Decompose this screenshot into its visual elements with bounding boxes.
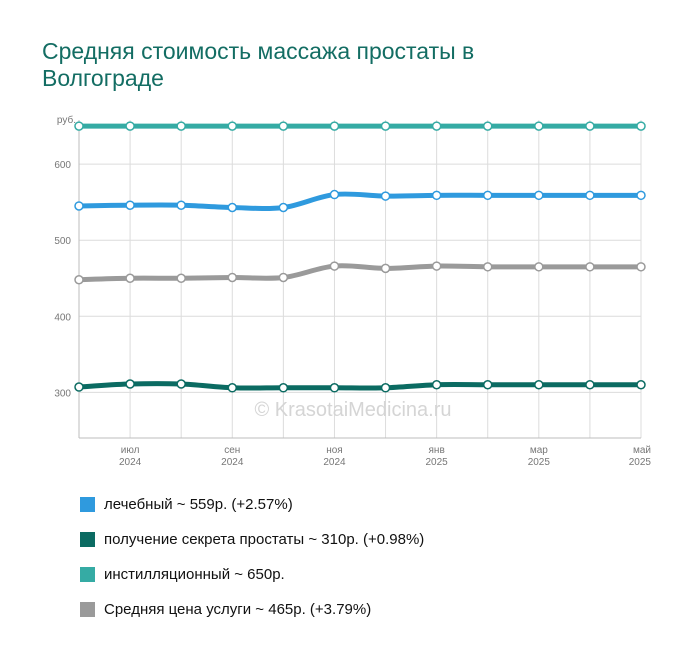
y-tick-label: 300 <box>54 388 71 399</box>
data-point[interactable] <box>585 379 595 390</box>
legend-item[interactable]: Средняя цена услуги ~ 465р. (+3.79%) <box>80 592 424 627</box>
data-point[interactable] <box>482 262 493 272</box>
data-point[interactable] <box>329 261 340 271</box>
data-point[interactable] <box>534 121 544 131</box>
data-point[interactable] <box>227 272 238 283</box>
legend-item[interactable]: лечебный ~ 559р. (+2.57%) <box>80 487 424 522</box>
data-point[interactable] <box>176 379 186 389</box>
data-point[interactable] <box>176 273 186 283</box>
data-point[interactable] <box>125 273 135 283</box>
legend-label: Средняя цена услуги ~ 465р. (+3.79%) <box>104 601 372 618</box>
data-point[interactable] <box>534 190 544 201</box>
legend-swatch <box>80 532 95 547</box>
x-tick-year: 2024 <box>323 457 346 468</box>
legend-label: инстилляционный ~ 650р. <box>104 566 285 583</box>
data-point[interactable] <box>278 121 289 131</box>
x-tick-year: 2025 <box>629 457 652 468</box>
y-tick-label: 500 <box>54 236 71 247</box>
data-point[interactable] <box>74 275 84 285</box>
legend-swatch <box>80 567 95 582</box>
legend-label: лечебный ~ 559р. (+2.57%) <box>104 496 293 513</box>
data-point[interactable] <box>534 379 544 390</box>
data-point[interactable] <box>380 263 391 274</box>
series-line <box>76 381 644 391</box>
legend-label: получение секрета простаты ~ 310р. (+0.9… <box>104 531 425 548</box>
series-0 <box>74 121 646 131</box>
line-chart: © KrasotaiMedicina.ru 300400500600руб.ию… <box>54 114 651 468</box>
data-point[interactable] <box>329 383 340 393</box>
series-3 <box>74 379 646 393</box>
series-line <box>76 263 644 283</box>
series-1 <box>74 189 646 213</box>
x-tick-month: май <box>633 445 651 456</box>
data-point[interactable] <box>482 121 493 131</box>
data-point[interactable] <box>125 200 135 210</box>
data-point[interactable] <box>278 202 289 213</box>
data-point[interactable] <box>636 379 646 390</box>
data-point[interactable] <box>380 191 391 201</box>
data-point[interactable] <box>278 383 289 393</box>
legend-swatch <box>80 497 95 512</box>
data-point[interactable] <box>227 121 238 131</box>
x-tick-year: 2025 <box>528 457 551 468</box>
y-tick-label: 400 <box>54 312 71 323</box>
data-point[interactable] <box>74 121 84 131</box>
data-point[interactable] <box>74 382 84 392</box>
data-point[interactable] <box>176 200 186 210</box>
data-point[interactable] <box>431 379 442 390</box>
data-point[interactable] <box>380 121 391 131</box>
data-point[interactable] <box>636 262 646 272</box>
series-2 <box>74 261 646 285</box>
data-point[interactable] <box>380 383 391 393</box>
x-tick-month: ноя <box>326 445 343 456</box>
data-point[interactable] <box>125 121 135 131</box>
legend-item[interactable]: инстилляционный ~ 650р. <box>80 557 424 592</box>
legend-item[interactable]: получение секрета простаты ~ 310р. (+0.9… <box>80 522 424 557</box>
series-layer <box>74 121 646 393</box>
data-point[interactable] <box>329 121 340 131</box>
data-point[interactable] <box>431 261 442 271</box>
x-tick-year: 2024 <box>119 457 142 468</box>
x-tick-year: 2025 <box>426 457 449 468</box>
data-point[interactable] <box>227 202 238 213</box>
data-point[interactable] <box>278 272 289 283</box>
data-point[interactable] <box>534 262 544 272</box>
data-point[interactable] <box>585 121 595 131</box>
data-point[interactable] <box>585 190 595 201</box>
data-point[interactable] <box>125 379 135 389</box>
series-line <box>76 191 644 212</box>
y-unit-label: руб. <box>57 114 76 126</box>
data-point[interactable] <box>431 121 442 131</box>
x-tick-year: 2024 <box>221 457 244 468</box>
legend-swatch <box>80 602 95 617</box>
data-point[interactable] <box>636 190 646 201</box>
watermark: © KrasotaiMedicina.ru <box>254 399 451 421</box>
data-point[interactable] <box>176 121 186 131</box>
data-point[interactable] <box>482 379 493 390</box>
x-tick-month: сен <box>224 445 240 456</box>
x-tick-month: мар <box>530 445 548 456</box>
x-tick-month: июл <box>121 445 140 456</box>
data-point[interactable] <box>636 121 646 131</box>
x-tick-month: янв <box>429 445 445 456</box>
data-point[interactable] <box>482 190 493 201</box>
legend: лечебный ~ 559р. (+2.57%) получение секре… <box>80 487 424 627</box>
y-tick-label: 600 <box>54 160 71 171</box>
data-point[interactable] <box>329 189 340 200</box>
data-point[interactable] <box>74 201 84 211</box>
data-point[interactable] <box>227 383 238 393</box>
data-point[interactable] <box>431 190 442 201</box>
axis-labels: 300400500600руб.июл2024сен2024ноя2024янв… <box>54 114 651 468</box>
chart-title: Средняя стоимость массажа простаты в Вол… <box>42 38 475 91</box>
data-point[interactable] <box>585 262 595 272</box>
